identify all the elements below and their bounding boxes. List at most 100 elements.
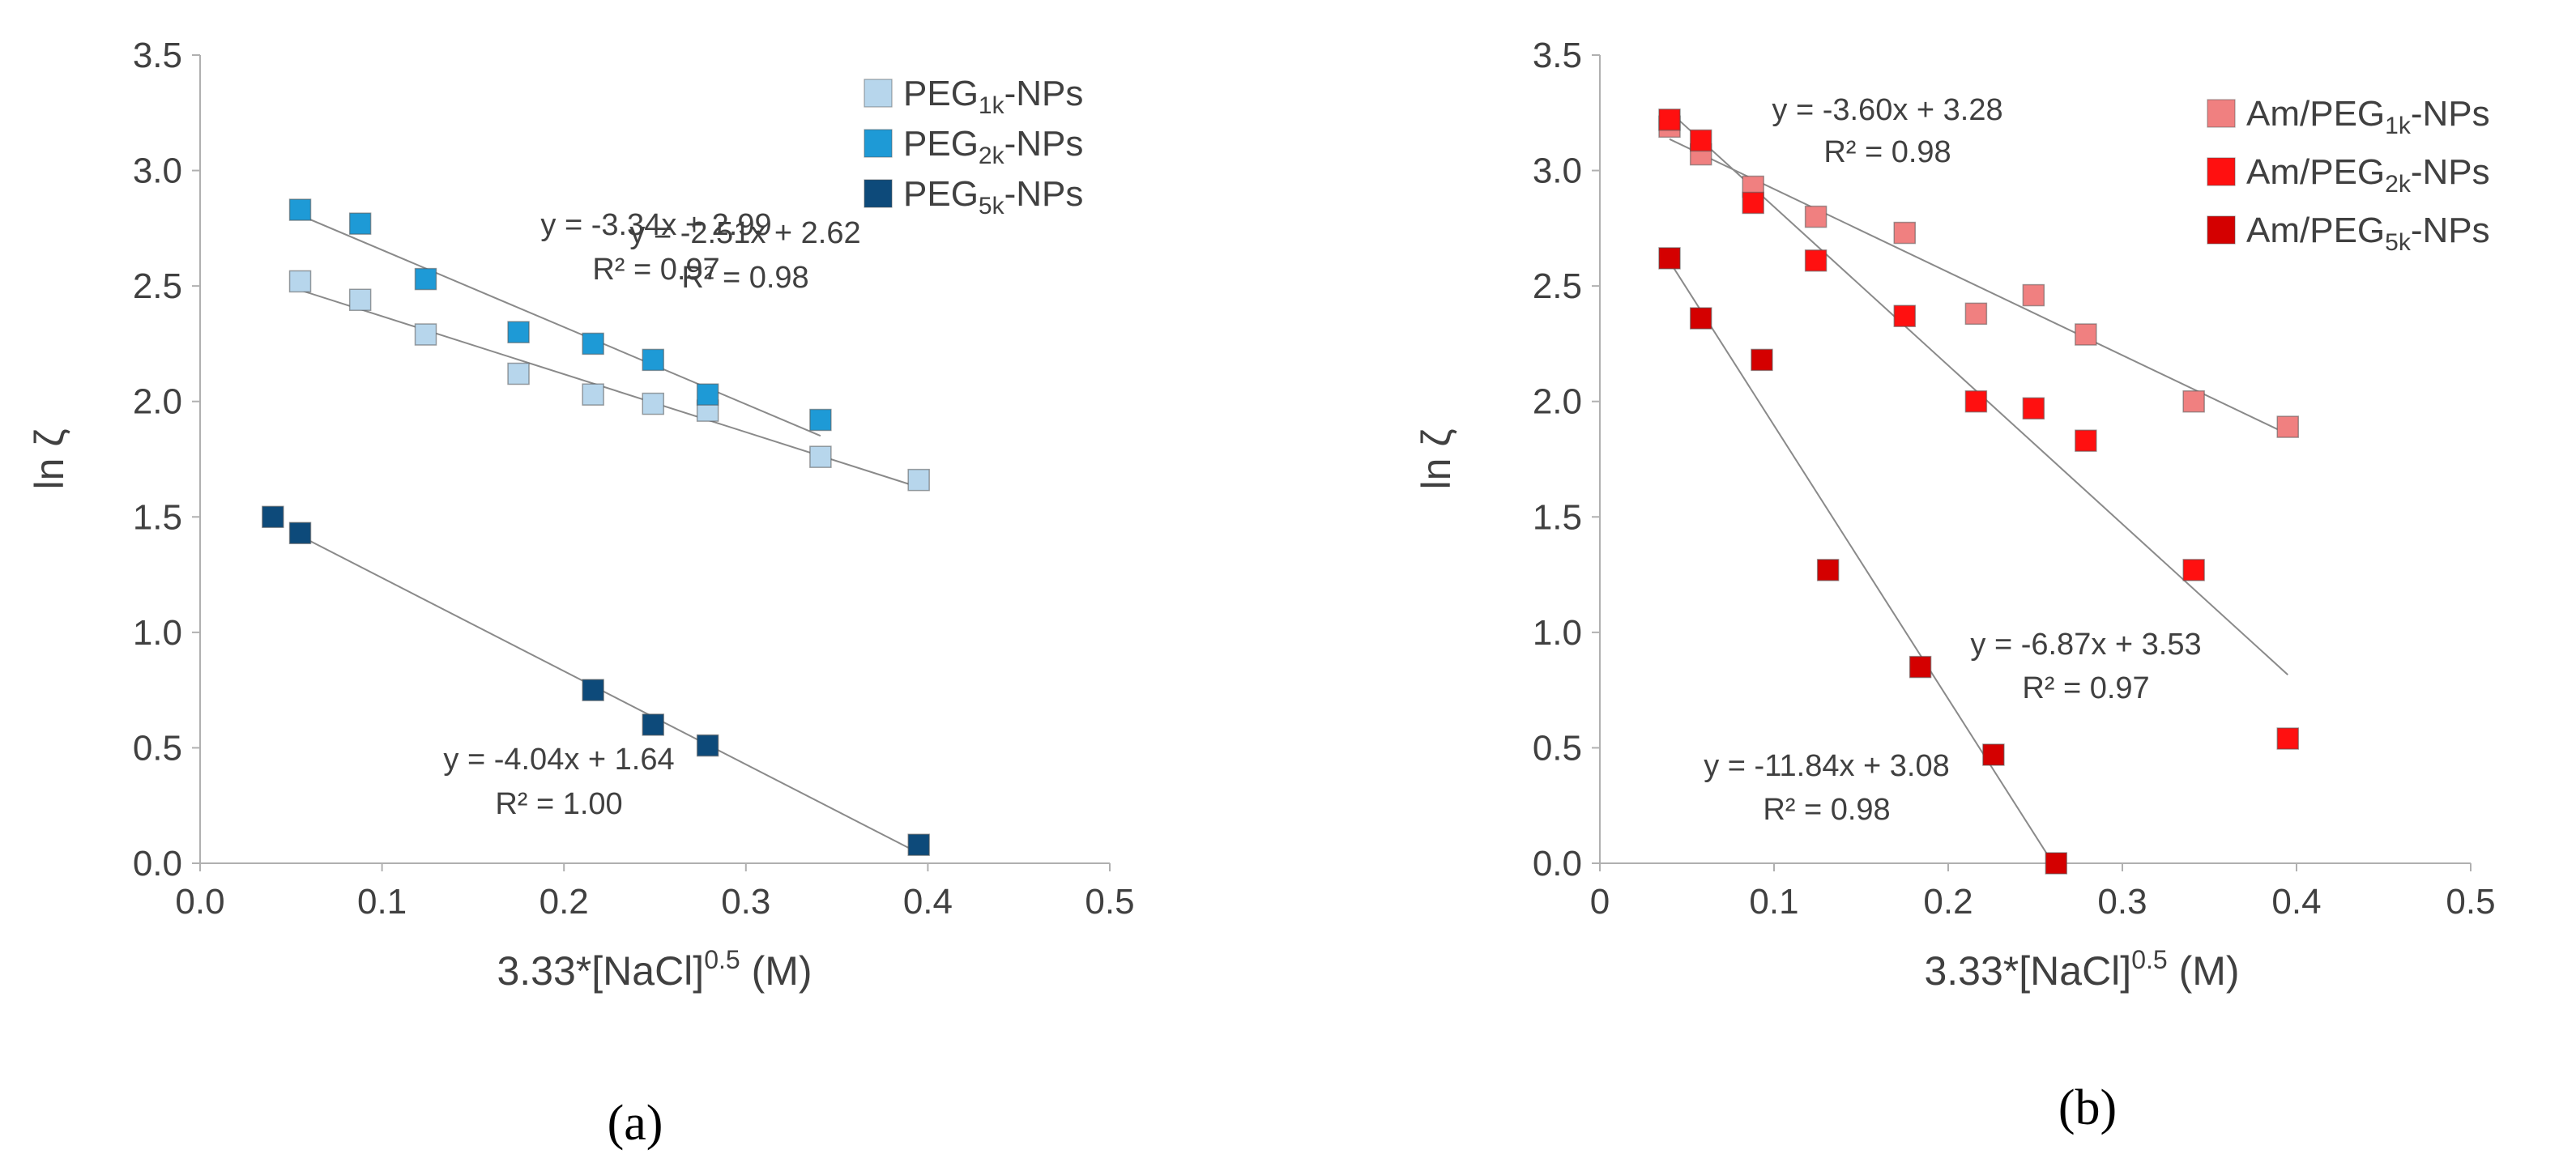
data-point-series-0-9 [2276, 415, 2299, 438]
data-point-series-1-6 [696, 383, 719, 406]
y-tick-label: 1.0 [1533, 613, 1582, 653]
data-point-series-1-7 [2075, 429, 2097, 452]
x-tick-label: 0.2 [1923, 882, 1973, 922]
data-point-series-1-1 [1689, 129, 1712, 152]
data-point-series-1-1 [348, 212, 372, 235]
y-tick-label: 3.0 [1533, 151, 1582, 191]
data-point-series-2-5 [1982, 743, 2005, 766]
fit-line-series-2 [300, 534, 919, 854]
y-tick-label: 3.5 [133, 36, 182, 75]
data-point-series-0-5 [642, 392, 665, 415]
data-point-series-2-3 [642, 713, 665, 736]
y-tick-label: 0.0 [1533, 844, 1582, 884]
x-tick-label: 0.4 [2271, 882, 2321, 922]
data-point-series-0-4 [582, 383, 604, 406]
data-point-series-1-2 [1742, 191, 1764, 215]
fit-equation-series-2: y = -11.84x + 3.08 [1704, 749, 1950, 783]
x-tick-label: 0.5 [1085, 882, 1134, 922]
fit-r2-series-2: R² = 1.00 [495, 787, 622, 821]
data-point-series-0-0 [288, 270, 312, 293]
fit-r2-series-1: R² = 0.97 [2022, 671, 2149, 705]
x-tick-label: 0 [1590, 882, 1610, 922]
legend-label-1: PEG2k-NPs [903, 124, 1083, 169]
data-point-series-0-3 [1804, 205, 1828, 228]
y-tick-label: 3.0 [133, 151, 182, 191]
data-point-series-2-0 [262, 505, 284, 529]
legend-swatch-1 [2207, 157, 2236, 186]
x-tick-label: 0.1 [357, 882, 407, 922]
legend-label-2: PEG5k-NPs [903, 174, 1083, 219]
y-tick-label: 0.0 [133, 844, 182, 884]
x-tick-label: 0.3 [2097, 882, 2147, 922]
y-tick-label: 3.5 [1533, 36, 1582, 75]
data-point-series-1-9 [2276, 727, 2299, 750]
y-axis-title: ln ζ [27, 429, 72, 490]
fit-equation-series-1: y = -6.87x + 3.53 [1970, 628, 2201, 662]
legend-label-2: Am/PEG5k-NPs [2246, 211, 2490, 256]
data-point-series-0-8 [907, 468, 930, 492]
y-tick-label: 0.5 [1533, 728, 1582, 768]
data-point-series-1-6 [2022, 397, 2045, 420]
fit-r2-series-0: R² = 0.98 [681, 261, 808, 295]
fit-line-series-2 [1669, 261, 2058, 869]
data-point-series-2-4 [696, 734, 719, 757]
fit-r2-series-2: R² = 0.98 [1763, 793, 1890, 827]
x-tick-label: 0.1 [1749, 882, 1798, 922]
y-tick-label: 1.5 [133, 497, 182, 537]
data-point-series-1-8 [2182, 559, 2205, 581]
data-point-series-0-7 [2075, 323, 2097, 346]
legend-label-0: PEG1k-NPs [903, 74, 1083, 119]
y-tick-label: 1.0 [133, 613, 182, 653]
y-tick-label: 2.5 [1533, 266, 1582, 306]
data-point-series-2-4 [1909, 655, 1932, 679]
data-point-series-1-5 [642, 348, 665, 372]
x-tick-label: 0.2 [540, 882, 589, 922]
data-point-series-0-7 [809, 445, 832, 468]
data-point-series-2-0 [1658, 247, 1681, 270]
data-point-series-0-8 [2182, 390, 2205, 413]
data-point-series-1-7 [809, 408, 832, 432]
data-point-series-1-4 [582, 332, 604, 356]
x-axis-title: 3.33*[NaCl]0.5 (M) [1924, 945, 2239, 994]
data-point-series-2-5 [907, 833, 930, 856]
data-point-series-2-6 [2045, 852, 2068, 875]
y-tick-label: 2.5 [133, 266, 182, 306]
data-point-series-1-0 [1658, 109, 1681, 131]
legend-swatch-0 [2207, 99, 2236, 128]
data-point-series-0-2 [414, 323, 437, 346]
y-axis-title: ln ζ [1414, 429, 1459, 490]
data-point-series-1-4 [1893, 304, 1916, 327]
x-tick-label: 0.4 [903, 882, 953, 922]
fit-line-series-1 [300, 214, 821, 437]
legend-label-0: Am/PEG1k-NPs [2246, 94, 2490, 139]
data-point-series-2-3 [1816, 559, 1840, 581]
chart-panel-0: 0.0 0.5 1.0 1.5 2.0 2.5 3.0 3.5 0.0 0.1 0.2 0.3 0.4 0… [27, 36, 1135, 1151]
y-tick-label: 2.0 [133, 382, 182, 422]
legend-label-1: Am/PEG2k-NPs [2246, 152, 2490, 198]
fit-r2-series-0: R² = 0.98 [1823, 135, 1951, 169]
y-tick-label: 1.5 [1533, 497, 1582, 537]
legend-swatch-0 [864, 79, 893, 108]
data-point-series-1-3 [507, 321, 530, 343]
panel-label: (a) [608, 1096, 663, 1151]
data-point-series-2-2 [582, 679, 604, 701]
chart-panel-1: 0.0 0.5 1.0 1.5 2.0 2.5 3.0 3.5 0 0.1 0.2 0.3 0.4 0.5… [1414, 36, 2496, 1135]
panel-label: (b) [2058, 1080, 2117, 1135]
fit-equation-series-0: y = -3.60x + 3.28 [1772, 93, 2002, 127]
fit-r2-series-1: R² = 0.97 [592, 253, 719, 287]
data-point-series-0-5 [1964, 302, 1988, 326]
x-tick-label: 0.3 [721, 882, 770, 922]
x-tick-label: 0.0 [175, 882, 224, 922]
legend-swatch-2 [864, 179, 893, 208]
data-point-series-1-3 [1804, 249, 1828, 272]
x-axis-title: 3.33*[NaCl]0.5 (M) [497, 945, 812, 994]
data-point-series-1-2 [414, 267, 437, 291]
data-point-series-0-1 [348, 288, 372, 312]
x-tick-label: 0.5 [2446, 882, 2495, 922]
data-point-series-2-2 [1751, 348, 1773, 372]
data-point-series-1-0 [288, 198, 312, 221]
data-point-series-2-1 [288, 522, 312, 544]
legend-swatch-1 [864, 129, 893, 158]
fit-line-series-0 [1669, 138, 2288, 436]
